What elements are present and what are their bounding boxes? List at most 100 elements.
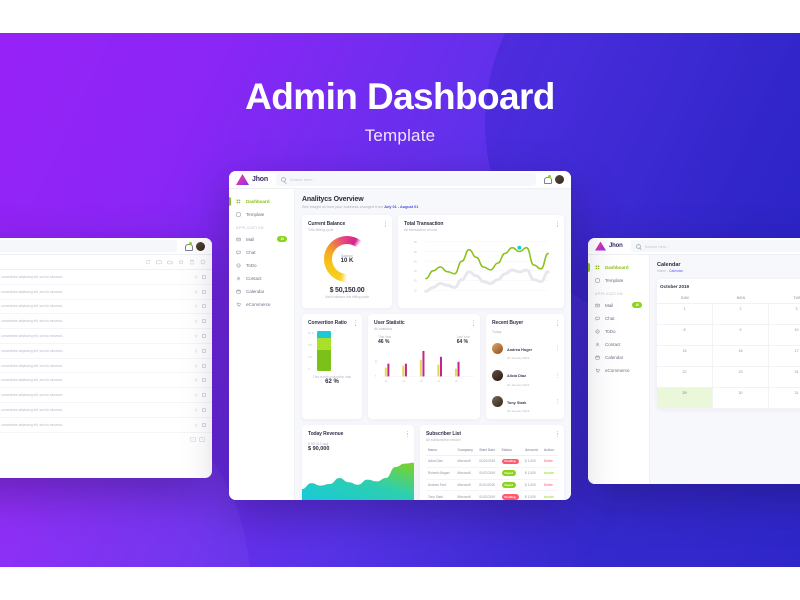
sidebar-item-chat[interactable]: Chat	[588, 312, 649, 325]
sidebar-item-ecommerce[interactable]: eCommerce	[229, 298, 294, 311]
table-row[interactable]: Alicia Diaz Microsoft 01/01/2019 Pending $ 1…	[426, 455, 558, 468]
list-item[interactable]: MariaLorem ipsum dolor sit amet, consect…	[0, 285, 212, 300]
topbar-actions[interactable]	[544, 175, 564, 184]
calendar-day-cell[interactable]: 8	[657, 325, 713, 346]
row-checkbox[interactable]	[202, 378, 206, 383]
calendar-day-cell[interactable]: 16	[713, 346, 769, 367]
star-icon[interactable]	[194, 378, 198, 382]
calendar-day-cell[interactable]: 2	[713, 304, 769, 325]
card-menu-icon[interactable]	[406, 431, 408, 438]
calendar-day-cell[interactable]: 10	[769, 325, 800, 346]
search-input[interactable]: Search here...	[0, 240, 177, 252]
cell-action[interactable]: Invoice	[541, 467, 558, 480]
row-checkbox[interactable]	[202, 304, 206, 309]
row-checkbox[interactable]	[202, 274, 206, 279]
list-item[interactable]: KateLorem ipsum dolor sit amet, consecte…	[0, 314, 212, 330]
star-icon[interactable]	[194, 393, 198, 397]
archive-icon[interactable]	[156, 259, 162, 265]
cell-action[interactable]: Invoice	[541, 490, 558, 500]
sidebar-item-chat[interactable]: Chat	[229, 246, 294, 259]
sidebar-item-mail[interactable]: Mail 10	[588, 298, 649, 312]
star-icon[interactable]	[194, 422, 198, 427]
card-menu-icon[interactable]	[556, 319, 558, 326]
list-item[interactable]: FernandoLorem ipsum dolor sit amet, cons…	[0, 270, 212, 285]
star-icon[interactable]	[194, 363, 198, 368]
list-item[interactable]: BillLorem ipsum dolor sit amet, consecte…	[0, 329, 212, 344]
buyer-menu-icon[interactable]	[556, 372, 558, 378]
column-header[interactable]: Start Date	[477, 445, 500, 456]
cell-action[interactable]: Delete	[541, 479, 558, 492]
row-checkbox[interactable]	[202, 422, 206, 427]
avatar[interactable]	[196, 241, 205, 251]
folder-icon[interactable]	[167, 259, 173, 265]
star-icon[interactable]	[178, 259, 184, 265]
card-menu-icon[interactable]	[472, 319, 474, 326]
column-header[interactable]: Status	[499, 445, 523, 456]
sidebar-item-ecommerce[interactable]: eCommerce	[588, 364, 649, 377]
search-input[interactable]: Search here...	[630, 240, 800, 252]
cell-action[interactable]: Delete	[541, 455, 558, 468]
subscriber-table[interactable]: Name Company Start Date Status Amount Action …	[426, 445, 558, 500]
calendar-day-cell[interactable]: 3	[769, 304, 800, 325]
table-row[interactable]: Tony Stark Microsoft 01/12/2019 Pending $ 1,…	[426, 490, 558, 500]
mail-window[interactable]: Jhon Search here... Inbox FernandoL	[0, 238, 212, 478]
row-checkbox[interactable]	[202, 363, 206, 368]
dashboard-sidebar[interactable]: Dashboard Template APPLICATION Mail 10 Chat To…	[229, 189, 295, 500]
sidebar-item-calendar[interactable]: Calendar	[588, 351, 649, 364]
analytics-date-range[interactable]: July 01 - August 01	[383, 204, 419, 209]
list-item[interactable]: EdwardLorem ipsum dolor sit amet, consec…	[0, 403, 212, 418]
list-item[interactable]: Alicia Diaz 02 January 2019	[492, 364, 558, 387]
calendar-day-cell[interactable]: 15	[657, 346, 713, 367]
list-item[interactable]: MariaLorem ipsum dolor sit amet, consect…	[0, 388, 212, 404]
recent-buyer-list[interactable]: Andrea Hoger 02 January 2019 Alicia Diaz 02…	[492, 338, 558, 413]
pager-button[interactable]: ‹	[190, 436, 196, 442]
card-menu-icon[interactable]	[556, 220, 558, 227]
row-checkbox[interactable]	[202, 348, 206, 353]
calendar-sidebar[interactable]: Dashboard Template APPLICATION Mail 10 Chat To…	[588, 255, 650, 484]
sidebar-item-contact[interactable]: Contact	[229, 272, 294, 285]
list-item[interactable]: Andrea Hoger 02 January 2019	[492, 338, 558, 360]
calendar-day-cell[interactable]: 17	[769, 346, 800, 367]
star-icon[interactable]	[194, 304, 198, 309]
column-header[interactable]: Company	[455, 445, 478, 456]
row-checkbox[interactable]	[202, 393, 206, 398]
calendar-day-cell[interactable]: 29	[657, 388, 713, 409]
star-icon[interactable]	[194, 334, 198, 338]
refresh-icon[interactable]	[145, 259, 151, 265]
checkbox-icon[interactable]	[200, 259, 206, 265]
calendar-day-cell[interactable]: 23	[713, 367, 769, 388]
card-menu-icon[interactable]	[556, 431, 558, 438]
calendar-grid[interactable]: SUNMONTUEWED1238910151617222324293031	[657, 293, 800, 409]
list-item[interactable]: Tony Stark 01 January 2019	[492, 391, 558, 413]
sidebar-item-mail[interactable]: Mail 10	[229, 232, 294, 246]
dashboard-window[interactable]: Jhon Search here... Dashboard Template APP…	[229, 171, 571, 500]
topbar-actions[interactable]	[185, 241, 205, 251]
breadcrumb-home[interactable]: Home	[657, 269, 667, 273]
list-item[interactable]: EdwardLorem ipsum dolor sit amet, consec…	[0, 300, 212, 315]
star-icon[interactable]	[194, 408, 198, 412]
calendar-day-cell[interactable]: 31	[769, 388, 800, 409]
search-input[interactable]: Search here...	[275, 173, 536, 186]
table-row[interactable]: Roberto Bogart Microsoft 01/07/2019 Payed $ …	[426, 467, 558, 480]
sidebar-item-calendar[interactable]: Calendar	[229, 285, 294, 298]
table-row[interactable]: Andrew Ford Microsoft 01/11/2019 Payed $ 1,0…	[426, 479, 558, 492]
pager-button[interactable]: ›	[199, 436, 205, 442]
sidebar-item-todo[interactable]: ToDo	[588, 325, 649, 338]
sidebar-item-contact[interactable]: Contact	[588, 338, 649, 351]
star-icon[interactable]	[194, 319, 198, 323]
brand-logo[interactable]: Jhon	[595, 241, 623, 251]
column-header[interactable]: Action	[541, 445, 558, 456]
calendar-day-cell[interactable]: 1	[657, 304, 713, 325]
mail-toolbar[interactable]: Inbox	[0, 255, 212, 270]
calendar-day-cell[interactable]: 30	[713, 388, 769, 409]
sidebar-item-template[interactable]: Template	[229, 208, 294, 221]
buyer-menu-icon[interactable]	[556, 399, 558, 405]
brand-logo[interactable]: Jhon	[236, 174, 268, 185]
list-item[interactable]: FernandoLorem ipsum dolor sit amet, cons…	[0, 373, 212, 389]
column-header[interactable]: Amount	[522, 445, 542, 456]
mail-list[interactable]: FernandoLorem ipsum dolor sit amet, cons…	[0, 270, 212, 433]
row-checkbox[interactable]	[202, 289, 206, 294]
row-checkbox[interactable]	[202, 334, 206, 339]
card-menu-icon[interactable]	[384, 220, 386, 227]
sidebar-item-dashboard[interactable]: Dashboard	[588, 261, 649, 274]
